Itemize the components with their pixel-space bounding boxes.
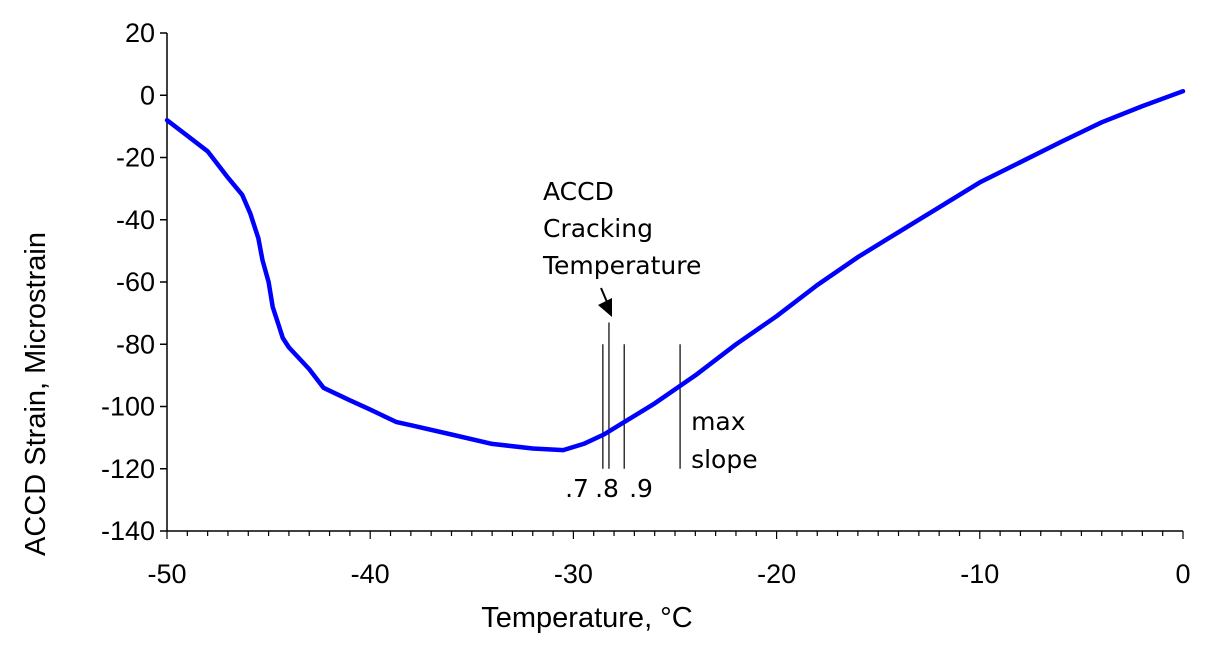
annotations: .7.8 .9 max slope ACCD Cracking Temperature bbox=[542, 177, 758, 503]
cracking-temperature-label: ACCD bbox=[543, 177, 614, 206]
y-tick-label: 20 bbox=[125, 18, 155, 48]
y-tick-label: 0 bbox=[140, 80, 155, 110]
max-slope-label: max bbox=[691, 407, 745, 436]
x-tick-label: 0 bbox=[1175, 559, 1190, 589]
marker-label-0.9: .9 bbox=[629, 474, 653, 503]
x-tick-label: -40 bbox=[351, 559, 390, 589]
x-tick-label: -50 bbox=[147, 559, 186, 589]
x-tick-label: -30 bbox=[554, 559, 593, 589]
cracking-temperature-label: Temperature bbox=[542, 251, 701, 280]
x-tick-label: -10 bbox=[960, 559, 999, 589]
y-axis-label: ACCD Strain, Microstrain bbox=[20, 232, 52, 556]
y-tick-label: -120 bbox=[101, 454, 155, 484]
strain-curve bbox=[164, 88, 1186, 453]
y-tick-label: -80 bbox=[116, 329, 155, 359]
y-tick-label: -60 bbox=[116, 267, 155, 297]
y-tick-label: -40 bbox=[116, 205, 155, 235]
y-tick-label: -100 bbox=[101, 392, 155, 422]
arrow-head-icon bbox=[598, 298, 612, 317]
max-slope-label: slope bbox=[691, 445, 758, 474]
marker-label-0.8: .8 bbox=[595, 474, 619, 503]
y-tick-label: -20 bbox=[116, 143, 155, 173]
arrow-shaft bbox=[600, 287, 608, 303]
marker-lines bbox=[602, 322, 681, 469]
cracking-temperature-label: Cracking bbox=[543, 214, 653, 243]
marker-label-0.7: .7 bbox=[565, 474, 589, 503]
x-tick-label: -20 bbox=[757, 559, 796, 589]
x-axis-label: Temperature, °C bbox=[481, 602, 692, 634]
y-tick-label: -140 bbox=[101, 516, 155, 546]
axes: 200-20-40-60-80-100-120-140-50 -40 -30 -20-… bbox=[101, 18, 1191, 589]
